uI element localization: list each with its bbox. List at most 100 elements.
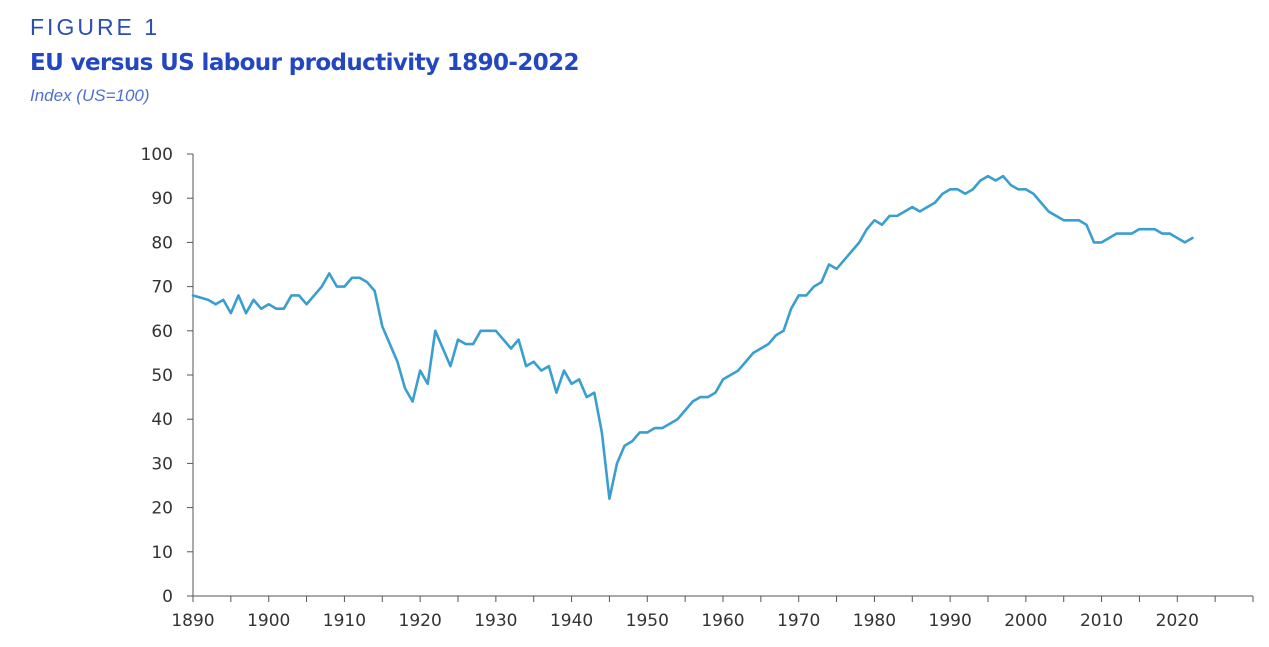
data-point [373,290,376,292]
data-point [941,192,944,195]
y-axis-labels: 0 10 20 30 40 50 60 70 80 90 100 [141,145,173,607]
y-tick-label: 90 [151,189,173,209]
data-point [729,374,732,376]
y-tick-label: 0 [162,587,173,607]
data-point [426,383,429,385]
data-point [1040,201,1042,204]
x-tick-label: 1960 [701,611,744,631]
data-point [1002,175,1004,177]
y-tick-label: 60 [151,322,173,342]
data-point [1070,219,1073,222]
data-point [1100,241,1103,244]
data-point [283,307,285,310]
data-point [972,188,974,191]
data-point [699,396,702,398]
data-point [1131,232,1133,235]
data-point [850,250,853,253]
x-tick-label: 2010 [1080,611,1123,631]
data-point [555,391,558,394]
data-point [646,431,649,434]
data-point [487,330,490,332]
series-line [191,174,1194,501]
data-point [328,272,331,275]
data-point [351,276,353,279]
data-point [593,391,596,394]
data-point [1184,241,1186,244]
data-point [563,369,565,372]
data-point [199,296,202,299]
data-point [207,299,209,301]
data-point [1191,237,1194,239]
data-point [1093,241,1095,244]
x-tick-label: 1940 [550,611,593,631]
data-point [760,347,762,350]
y-tick-label: 40 [151,410,173,430]
data-point [548,365,550,367]
data-point [305,303,308,306]
data-point [1047,210,1050,213]
data-point [1168,232,1171,235]
data-point [994,179,997,182]
figure-label: FIGURE 1 [30,14,161,40]
data-point [525,365,527,367]
data-point [654,427,656,429]
data-point [381,325,384,328]
data-point [495,330,497,332]
data-point [956,188,959,191]
y-tick-label: 70 [151,278,173,298]
data-point [313,294,315,297]
data-point [419,369,421,372]
data-point [843,259,845,261]
data-point [797,294,800,297]
data-point [987,175,989,177]
data-point [570,383,573,385]
data-point [1009,184,1012,186]
x-tick-label: 1950 [626,611,669,631]
x-tick-label: 1930 [474,611,517,631]
data-point [510,347,512,350]
plot-area [191,174,1194,501]
data-point [744,360,747,363]
data-point [464,343,467,345]
data-point [396,360,399,363]
data-point [714,391,717,394]
data-point [472,343,474,345]
y-tick-label: 20 [151,499,173,519]
data-point [638,431,641,434]
data-point [237,294,240,297]
data-point [881,223,883,226]
y-tick-label: 50 [151,366,173,386]
data-point [585,396,588,398]
data-point [358,276,361,279]
data-point [1032,192,1035,195]
chart-subtitle: Index (US=100) [30,86,150,105]
x-tick-label: 1890 [171,611,214,631]
data-point [442,347,444,350]
data-point [722,378,724,381]
data-point [214,303,217,306]
data-point [275,307,278,310]
data-point [903,210,906,213]
data-point [230,312,232,314]
data-point [1153,228,1156,230]
data-point [684,409,686,412]
data-point [1062,219,1065,222]
x-tick-label: 2000 [1004,611,1047,631]
data-point [752,352,755,354]
data-point [336,285,338,288]
data-point [532,360,535,363]
data-point [631,440,633,443]
x-tick-label: 1970 [777,611,820,631]
data-point [192,294,194,297]
data-point [873,219,876,222]
data-point [1055,215,1057,217]
data-point [911,206,914,208]
data-point [252,299,255,301]
data-point [245,312,247,314]
data-point [934,201,936,204]
data-point [926,206,929,208]
data-point [707,396,709,398]
data-point [616,462,618,465]
data-point [1123,232,1126,235]
